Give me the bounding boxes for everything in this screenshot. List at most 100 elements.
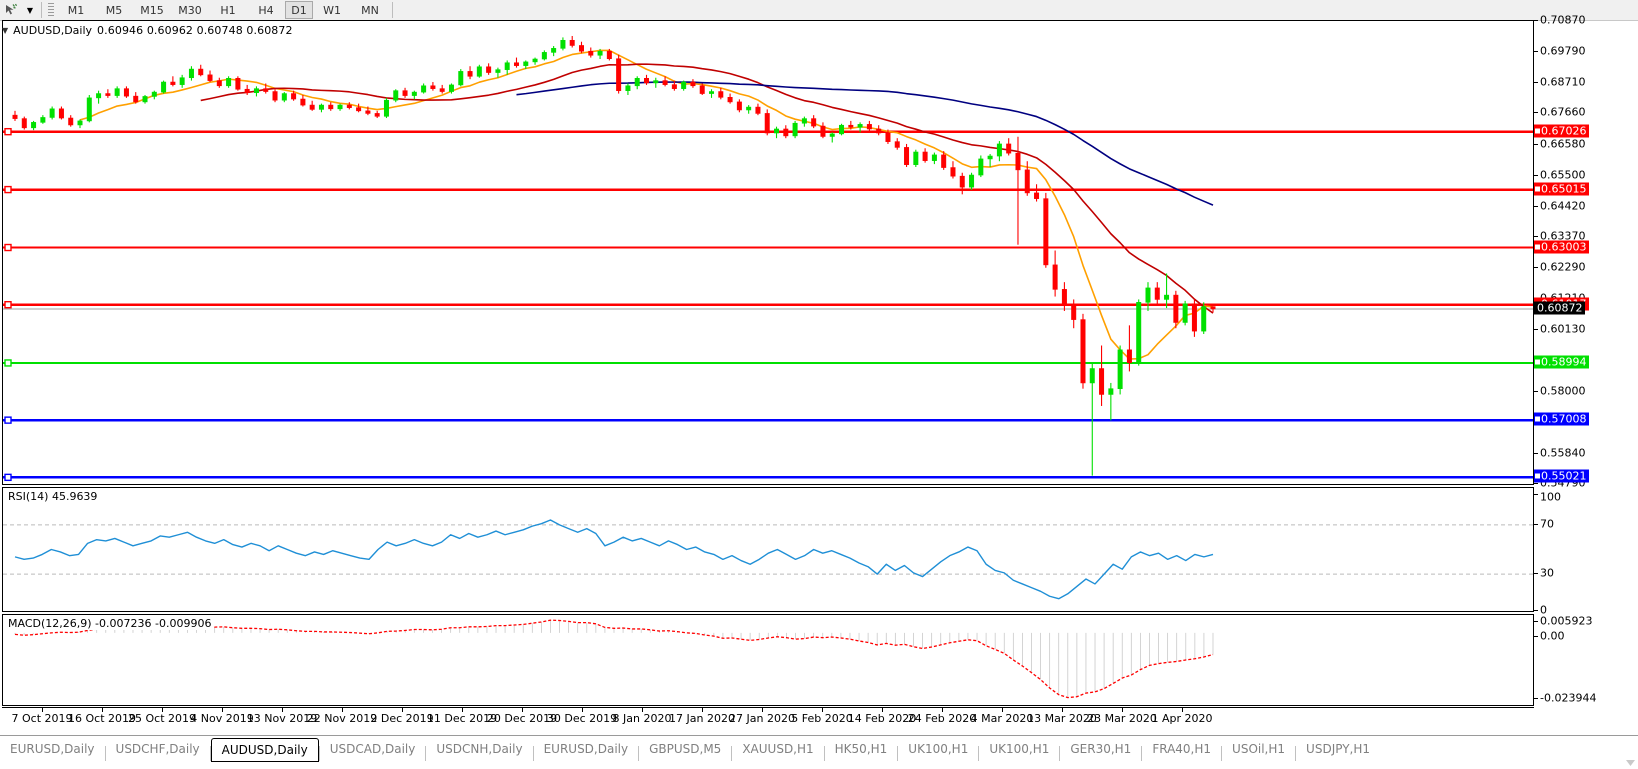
chart-tab-audusd-daily[interactable]: AUDUSD,Daily	[210, 738, 319, 762]
macd-tick	[1534, 698, 1538, 699]
price-level-badge-support[interactable]: 0.57008	[1534, 412, 1589, 426]
chart-tab-usdcad-daily[interactable]: USDCAD,Daily	[329, 742, 416, 756]
level-handle[interactable]	[1535, 244, 1540, 250]
price-tick-label: 0.70870	[1540, 13, 1586, 27]
date-tick	[162, 708, 163, 712]
price-tick-label: 0.69790	[1540, 44, 1586, 58]
price-tick	[1534, 452, 1538, 454]
chart-tab-gbpusd-m5[interactable]: GBPUSD,M5	[649, 742, 722, 756]
timeframe-button-w1[interactable]: W1	[323, 3, 341, 17]
price-level-badge-support[interactable]: 0.58994	[1534, 355, 1589, 369]
chart-tab-eurusd-daily[interactable]: EURUSD,Daily	[543, 742, 629, 756]
date-tick	[342, 708, 343, 712]
date-tick	[642, 708, 643, 712]
date-tick-label: 13 Mar 2020	[1027, 712, 1097, 725]
price-tick	[1534, 205, 1538, 207]
price-level-value: 0.67026	[1541, 124, 1587, 138]
date-tick-label: 17 Jan 2020	[669, 712, 735, 725]
price-tick-label: 0.68710	[1540, 75, 1586, 89]
price-tick	[1534, 483, 1538, 484]
tab-divider	[1221, 746, 1223, 761]
date-tick-label: 4 Nov 2019	[190, 712, 254, 725]
symbol-expander-icon[interactable]: ▼	[2, 26, 9, 35]
chart-tab-uk100-h1[interactable]: UK100,H1	[908, 742, 969, 756]
date-tick	[1062, 708, 1063, 712]
tab-divider	[104, 746, 106, 761]
date-tick-label: 23 Mar 2020	[1087, 712, 1157, 725]
date-tick-label: 14 Feb 2020	[847, 712, 917, 725]
macd-tick	[1534, 636, 1538, 637]
price-level-value: 0.57008	[1541, 412, 1587, 426]
chart-tab-xauusd-h1[interactable]: XAUUSD,H1	[742, 742, 814, 756]
price-axis-scale[interactable]: 0.70870 0.69790 0.68710 0.67660 0.66580 0.655…	[1534, 14, 1638, 490]
price-level-badge-support[interactable]: 0.55021	[1534, 469, 1589, 483]
price-tick	[1534, 174, 1538, 176]
cursor-crosshair-icon[interactable]	[0, 1, 22, 19]
price-tick-label: 0.60130	[1540, 322, 1586, 336]
level-handle[interactable]	[1535, 359, 1540, 365]
level-handle[interactable]	[1535, 128, 1540, 134]
chart-tab-uk100-h1[interactable]: UK100,H1	[989, 742, 1050, 756]
price-tick	[1534, 112, 1538, 114]
price-tick-label: 0.66580	[1540, 137, 1586, 151]
price-level-value: 0.65015	[1541, 182, 1587, 196]
date-tick-label: 13 Nov 2019	[246, 712, 318, 725]
macd-tick-label: 0.00	[1540, 629, 1565, 643]
price-tick	[1534, 82, 1538, 84]
rsi-indicator-pane[interactable]	[2, 487, 1534, 612]
price-tick-label: 0.63370	[1540, 229, 1586, 243]
macd-indicator-pane[interactable]	[2, 614, 1534, 706]
date-tick	[702, 708, 703, 712]
tab-divider	[731, 746, 733, 761]
price-tick	[1534, 267, 1538, 269]
toolbar-drag-handle[interactable]	[48, 2, 54, 18]
date-tick	[402, 708, 403, 712]
timeframe-button-m30[interactable]: M30	[178, 3, 202, 17]
level-handle[interactable]	[1535, 416, 1540, 422]
timeframe-button-m5[interactable]: M5	[105, 3, 123, 17]
level-handle[interactable]	[1535, 473, 1540, 479]
tabbar-scroll-icon[interactable]	[1626, 756, 1635, 766]
price-level-value: 0.58994	[1541, 355, 1587, 369]
level-handle[interactable]	[1535, 186, 1540, 192]
rsi-tick	[1534, 610, 1538, 611]
date-tick-label: 22 Nov 2019	[306, 712, 378, 725]
date-tick-label: 2 Dec 2019	[370, 712, 434, 725]
price-level-badge-resistance[interactable]: 0.65015	[1534, 182, 1589, 196]
price-level-badge-current-price[interactable]: 0.60872	[1534, 301, 1585, 315]
chart-tab-usdjpy-h1[interactable]: USDJPY,H1	[1306, 742, 1371, 756]
rsi-tick-label: 100	[1540, 490, 1561, 504]
rsi-tick	[1534, 494, 1538, 495]
rsi-tick-label: 30	[1540, 566, 1554, 580]
rsi-tick	[1534, 573, 1538, 575]
timeframe-button-d1[interactable]: D1	[285, 1, 313, 19]
date-tick-label: 20 Dec 2019	[486, 712, 558, 725]
price-chart-pane[interactable]	[2, 20, 1534, 485]
timeframe-button-h1[interactable]: H1	[220, 3, 236, 17]
timeframe-button-h4[interactable]: H4	[258, 3, 274, 17]
chart-tab-usdchf-daily[interactable]: USDCHF,Daily	[115, 742, 200, 756]
chart-tab-fra40-h1[interactable]: FRA40,H1	[1152, 742, 1212, 756]
date-tick	[882, 708, 883, 712]
price-tick-label: 0.58000	[1540, 384, 1586, 398]
chart-tab-hk50-h1[interactable]: HK50,H1	[834, 742, 888, 756]
chart-tab-usdcnh-daily[interactable]: USDCNH,Daily	[436, 742, 523, 756]
price-level-badge-resistance[interactable]: 0.63003	[1534, 240, 1589, 254]
date-tick-label: 7 Oct 2019	[11, 712, 73, 725]
macd-tick-label: 0.005923	[1540, 614, 1593, 628]
timeframe-button-m1[interactable]: M1	[67, 3, 85, 17]
timeframe-button-mn[interactable]: MN	[361, 3, 379, 17]
chart-tab-eurusd-daily[interactable]: EURUSD,Daily	[10, 742, 95, 756]
date-axis[interactable]: 7 Oct 2019 16 Oct 2019 25 Oct 2019 4 Nov 20…	[2, 707, 1534, 730]
date-tick-label: 27 Jan 2020	[729, 712, 795, 725]
toolbar-dropdown-caret-icon[interactable]: ▼	[26, 5, 34, 15]
tab-divider	[823, 746, 825, 761]
timeframe-button-m15[interactable]: M15	[140, 3, 164, 17]
tab-divider	[425, 746, 427, 761]
price-tick	[1534, 51, 1538, 53]
price-level-badge-resistance[interactable]: 0.67026	[1534, 124, 1589, 138]
chart-tab-usoil-h1[interactable]: USOil,H1	[1232, 742, 1286, 756]
chart-tab-ger30-h1[interactable]: GER30,H1	[1070, 742, 1132, 756]
price-tick-label: 0.64420	[1540, 199, 1586, 213]
